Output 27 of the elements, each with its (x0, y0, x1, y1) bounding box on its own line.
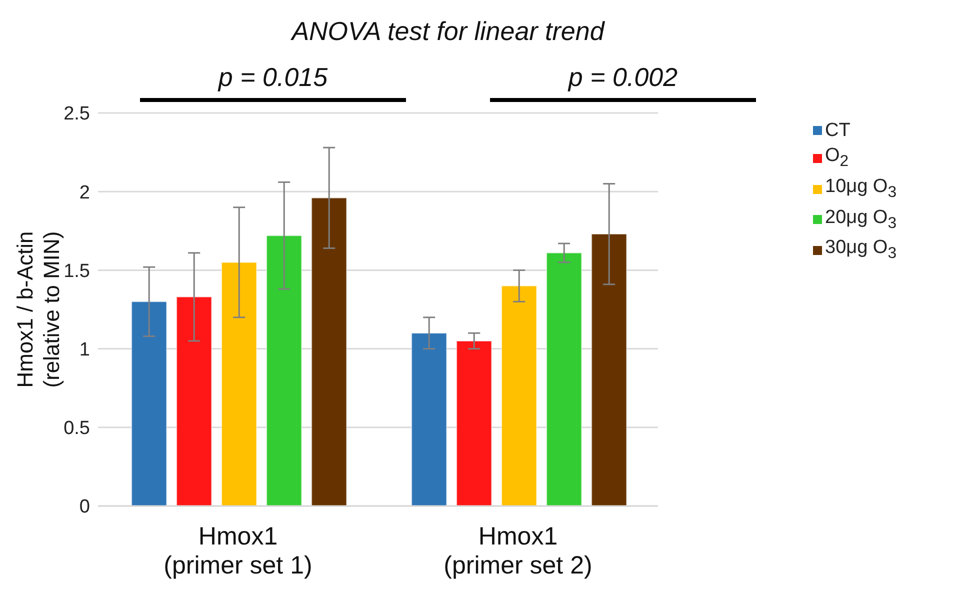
bar (221, 262, 258, 506)
x-tick-label: Hmox1 (primer set 2) (444, 522, 592, 580)
bar (266, 235, 302, 506)
y-tick-label: 1 (79, 340, 90, 361)
bar (456, 340, 492, 506)
x-tick-label: Hmox1 (primer set 1) (164, 522, 312, 580)
bar (311, 197, 348, 506)
text: p = 0.002 (566, 62, 679, 93)
text: p = 0.015 (216, 62, 329, 93)
y-tick-label: 0.5 (64, 418, 90, 440)
y-axis-title: Hmox1 / b-Actin (relative to MIN) (12, 231, 64, 388)
bar (176, 296, 212, 506)
y-tick-label: 2 (79, 182, 90, 204)
bar (591, 234, 628, 506)
chart-title: ANOVA test for linear trend (290, 16, 606, 47)
legend-label: CT (825, 119, 850, 143)
legend-label: 30μg O$_{3}$ (825, 236, 897, 264)
legend-label: O$_{2}$ (825, 144, 849, 172)
bar (411, 332, 448, 506)
bar (131, 301, 168, 506)
y-tick-label: 1.5 (64, 260, 90, 282)
y-tick-label: 0 (79, 496, 90, 518)
legend-label: 20μg O$_{3}$ (825, 206, 897, 234)
bar (501, 285, 538, 506)
legend-label: 10μg O$_{3}$ (825, 174, 897, 203)
y-tick-label: 2.5 (64, 104, 90, 125)
bar (546, 252, 582, 506)
